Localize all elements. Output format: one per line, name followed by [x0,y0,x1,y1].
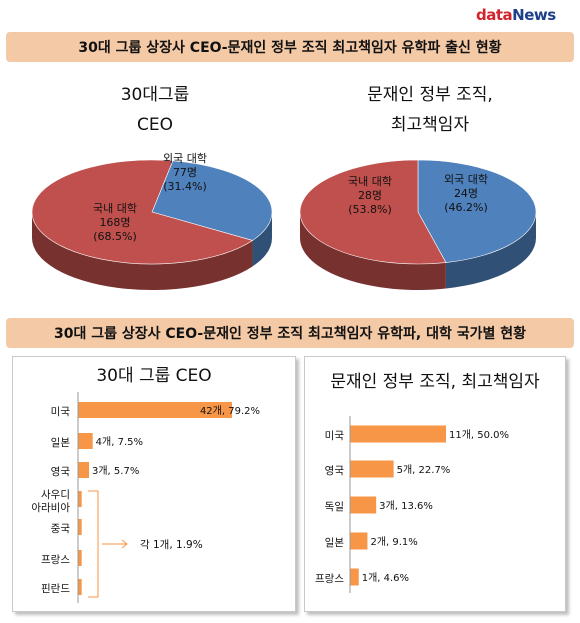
bar1-bar [78,579,82,595]
bar1-data-label: 4개, 7.5% [96,436,143,448]
pie1-slice-label-0: 외국 대학 77명 (31.4%) [163,152,207,193]
pie2-title: 문재인 정부 조직, 최고책임자 [325,80,535,140]
bar2-data-label: 1개, 4.6% [362,572,409,584]
bar1-category-label: 일본 [51,436,71,449]
logo-part2: News [512,6,556,24]
header-banner-2: 30대 그룹 상장사 CEO-문재인 정부 조직 최고책임자 유학파, 대학 국… [6,318,574,348]
bar1-data-label: 3개, 5.7% [92,465,139,477]
bar2-bar [350,460,394,478]
pie2-slice-0 [417,159,537,263]
bar1-bar [78,462,89,478]
logo-part1: data [476,6,513,24]
pie2-slice-label-1: 국내 대학 28명 (53.8%) [348,175,392,216]
bar2-data-label: 5개, 22.7% [397,464,451,476]
pie1-slice-0 [151,160,273,241]
bar1-bar [78,550,82,566]
bar2-category-label: 일본 [325,536,345,549]
bar1-title: 30대 그룹 CEO [96,366,212,386]
bar2-chart: 미국 11개, 50.0% 영국 5개, 22.7% 독일 3개, 13.6% 일본 2개, … [315,416,509,593]
pie2: 외국 대학 24명 (46.2%) 국내 대학 28명 (53.8%) [299,159,537,290]
bar1-bar [78,491,82,507]
header-banner-1: 30대 그룹 상장사 CEO-문재인 정부 조직 최고책임자 유학파 출신 현황 [6,32,574,62]
bar1-data-label: 42개, 79.2% [200,405,260,417]
bar1-chart: 미국 42개, 79.2% 일본 4개, 7.5% 영국 3개, 5.7% 사우디 아라비아중… [31,392,260,603]
bar1-group-bracket [88,490,99,598]
bar1-category-label: 중국 [51,523,71,535]
bar2-category-label: 프랑스 [315,573,344,585]
bar1-category-label: 핀란드 [41,583,70,595]
bar2-category-label: 독일 [325,500,344,513]
bar2-data-label: 3개, 13.6% [379,500,433,512]
pie-charts: 외국 대학 77명 (31.4%) 국내 대학 168명 (68.5%) 외국 대학 24명… [31,152,537,290]
pie1-title-line1: 30대그룹 [120,85,190,105]
pie2-title-line2: 최고책임자 [390,115,470,135]
datanews-logo: dataNews [476,6,556,24]
bar2-bar [350,532,368,550]
bar2-data-label: 11개, 50.0% [449,429,509,441]
pie1-title-line2: CEO [137,115,173,135]
bar1-bar [78,519,82,535]
bar2-category-label: 영국 [325,465,345,477]
pie1-slice-1 [31,159,254,265]
bar1-category-label: 미국 [51,406,71,418]
bar2-data-label: 2개, 9.1% [370,536,417,548]
bar1-category-label: 영국 [51,466,71,478]
bar2-bar [350,568,359,586]
pie2-title-line1: 문재인 정부 조직, [367,85,493,105]
pie2-slice-side-0-0 [445,212,536,289]
bar1-bar [78,402,232,418]
bar2-bar [350,496,377,514]
pie1-slice-side-1-0 [32,212,253,290]
bar1-bar [78,433,93,449]
bar1-group-note: 각 1개, 1.9% [140,539,203,551]
pie1-slice-label-1: 국내 대학 168명 (68.5%) [93,202,137,243]
bar1-group-arrowhead [121,539,128,549]
bar2-bar [350,425,446,443]
bar1-category-label: 프랑스 [41,554,70,566]
bar2-category-label: 미국 [325,430,345,442]
bar1-category-label: 사우디 아라비아 [31,489,70,514]
pie2-slice-1 [299,159,447,265]
pie2-slice-label-0: 외국 대학 24명 (46.2%) [444,173,488,214]
pie1: 외국 대학 77명 (31.4%) 국내 대학 168명 (68.5%) [31,152,273,290]
bar2-panel: 문재인 정부 조직, 최고책임자 [304,356,566,612]
bar1-panel: 30대 그룹 CEO [12,356,296,612]
pie1-title: 30대그룹 CEO [60,80,250,140]
pie2-slice-side-1-0 [300,212,446,290]
pie1-slice-side-0-0 [252,212,272,267]
bar2-title: 문재인 정부 조직, 최고책임자 [330,372,540,392]
